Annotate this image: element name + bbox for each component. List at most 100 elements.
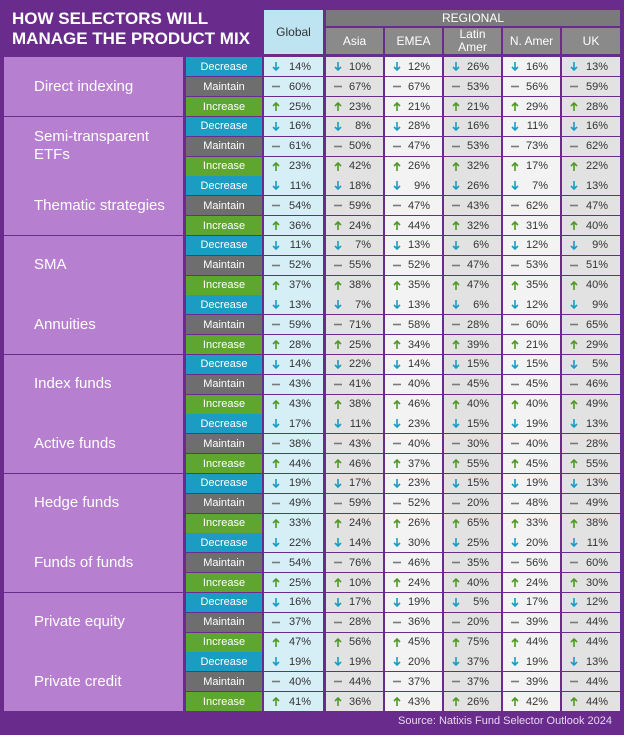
value: 60%: [585, 556, 608, 569]
trend-icon: [570, 121, 578, 131]
value-cell: 23%: [385, 414, 442, 433]
value-cell: 32%: [444, 156, 501, 176]
trend-icon: [334, 340, 342, 349]
trend-icon: [570, 62, 578, 71]
value-cell: 25%: [444, 533, 501, 552]
trend-icon: [393, 538, 401, 547]
value-cell: 47%: [264, 632, 323, 652]
row-label: Maintain: [186, 374, 262, 394]
trend-icon: [393, 442, 401, 445]
value-cell: 36%: [385, 612, 442, 632]
trend-icon: [452, 240, 460, 250]
trend-icon: [511, 221, 519, 230]
trend-icon: [393, 121, 401, 131]
trend-icon: [272, 323, 280, 326]
value: 13%: [288, 298, 311, 311]
row-label: Increase: [186, 156, 262, 176]
trend-icon: [393, 240, 401, 250]
row-label: Decrease: [186, 473, 262, 493]
value-cell: 40%: [503, 394, 560, 414]
value-cell: 10%: [326, 573, 383, 592]
trend-icon: [452, 383, 460, 385]
value: 44%: [585, 636, 608, 648]
value-cell: 62%: [503, 196, 560, 215]
group-label: Active funds: [4, 414, 183, 473]
trend-icon: [570, 383, 578, 385]
value: 53%: [525, 259, 548, 271]
value-cell: 7%: [326, 235, 383, 255]
trend-icon: [570, 340, 578, 349]
value-cell: 55%: [562, 454, 620, 473]
trend-icon: [570, 221, 578, 230]
row-label: Increase: [186, 97, 262, 116]
value-cell: 26%: [444, 57, 501, 76]
value: 25%: [348, 338, 371, 351]
trend-icon: [334, 538, 342, 547]
row-label: Maintain: [186, 136, 262, 156]
trend-icon: [272, 680, 280, 683]
value-cell: 59%: [326, 493, 383, 513]
value: 30%: [407, 536, 430, 549]
value: 36%: [288, 219, 311, 232]
trend-icon: [511, 300, 519, 309]
trend-icon: [393, 323, 401, 326]
row-label: Decrease: [186, 176, 262, 195]
value-cell: 14%: [264, 354, 323, 374]
trend-icon: [511, 597, 519, 607]
row-label: Decrease: [186, 116, 262, 136]
value: 37%: [288, 616, 311, 628]
trend-icon: [511, 85, 519, 88]
group-label: Index funds: [4, 354, 183, 414]
value-cell: 30%: [444, 434, 501, 453]
value: 18%: [348, 179, 371, 192]
trend-icon: [393, 221, 401, 230]
value-cell: 21%: [385, 97, 442, 116]
value: 40%: [407, 437, 430, 450]
value: 46%: [407, 398, 430, 410]
value: 41%: [348, 378, 371, 390]
title-line: HOW SELECTORS WILL: [12, 9, 209, 28]
value-cell: 13%: [562, 176, 620, 195]
value: 17%: [288, 417, 311, 430]
trend-icon: [393, 204, 401, 207]
trend-icon: [452, 697, 460, 706]
value: 13%: [407, 298, 430, 311]
trend-icon: [272, 340, 280, 349]
value: 44%: [407, 219, 430, 232]
value: 25%: [466, 536, 489, 549]
trend-icon: [570, 637, 578, 647]
value-cell: 39%: [444, 335, 501, 354]
value-cell: 40%: [385, 434, 442, 453]
value: 52%: [407, 497, 430, 509]
value: 40%: [466, 576, 489, 589]
value-cell: 6%: [444, 235, 501, 255]
trend-icon: [570, 359, 578, 369]
value-cell: 45%: [385, 632, 442, 652]
trend-icon: [570, 145, 578, 147]
value-cell: 16%: [444, 116, 501, 136]
trend-icon: [393, 697, 401, 706]
value: 38%: [348, 398, 371, 410]
trend-icon: [272, 697, 280, 706]
value-cell: 49%: [562, 493, 620, 513]
trend-icon: [570, 419, 578, 428]
value-cell: 15%: [503, 354, 560, 374]
value: 45%: [525, 457, 548, 470]
trend-icon: [334, 680, 342, 683]
value: 12%: [525, 298, 548, 311]
value-cell: 40%: [562, 216, 620, 235]
value-cell: 16%: [264, 116, 323, 136]
value-cell: 34%: [385, 335, 442, 354]
value-cell: 25%: [264, 573, 323, 592]
value-cell: 20%: [444, 612, 501, 632]
trend-icon: [393, 621, 401, 623]
value: 29%: [585, 338, 608, 351]
value-cell: 28%: [326, 612, 383, 632]
value: 16%: [585, 120, 608, 132]
value-cell: 53%: [444, 136, 501, 156]
value-cell: 20%: [503, 533, 560, 552]
row-label: Increase: [186, 632, 262, 652]
trend-icon: [452, 145, 460, 147]
trend-icon: [452, 442, 460, 445]
value: 55%: [585, 457, 608, 470]
